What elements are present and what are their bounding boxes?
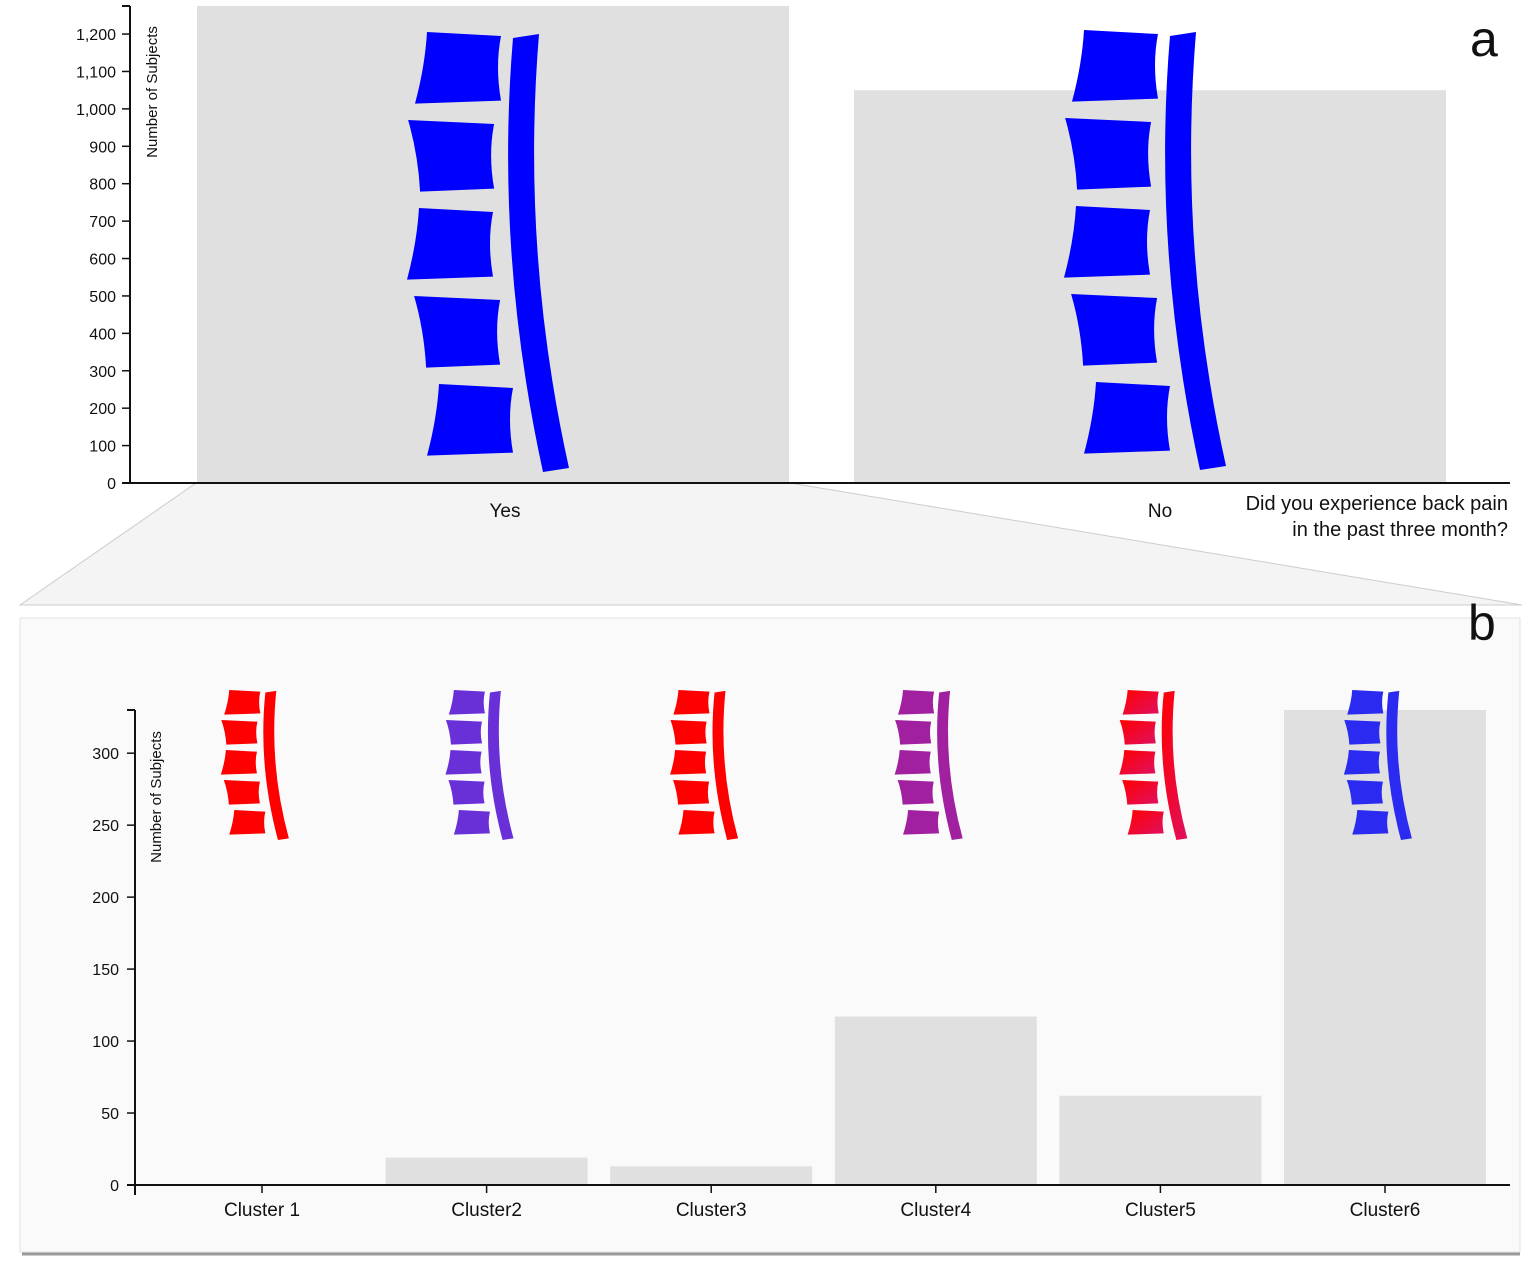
spine-cluster-6-vertebra: [1352, 810, 1389, 835]
spine-no-vertebra: [1084, 382, 1170, 454]
y-tick-label: 700: [89, 214, 116, 231]
spine-cluster-3-spinal-rod: [712, 690, 739, 840]
y-tick-label: 800: [89, 177, 116, 194]
spine-no-vertebra: [1065, 118, 1152, 190]
bar-cluster-2[interactable]: [385, 1157, 588, 1185]
spine-cluster-3: [670, 690, 739, 840]
spine-cluster-6-vertebra: [1344, 720, 1381, 745]
y-tick-label: 400: [89, 326, 116, 343]
y-tick-label: 200: [89, 401, 116, 418]
y-tick-label: 900: [89, 139, 116, 156]
spine-cluster-4-vertebra: [897, 780, 934, 805]
spine-cluster-5-spinal-rod: [1161, 690, 1188, 840]
spine-cluster-4-vertebra: [903, 810, 940, 835]
spine-yes-vertebra: [415, 32, 501, 104]
y-tick-label: 250: [92, 818, 119, 835]
spine-cluster-2-vertebra: [445, 750, 482, 775]
spine-cluster-1-vertebra: [221, 720, 258, 745]
panel-label-a: a: [1470, 11, 1498, 67]
x-axis-title-line-1: Did you experience back pain: [1246, 493, 1508, 515]
spine-cluster-1: [220, 690, 289, 840]
bar-cluster-6[interactable]: [1284, 710, 1486, 1185]
x-tick-label: Yes: [490, 501, 521, 522]
spine-yes-spinal-rod: [508, 34, 569, 472]
y-tick-label: 0: [110, 1178, 119, 1195]
x-tick-label: No: [1148, 501, 1172, 522]
x-tick-label: Cluster 1: [224, 1200, 300, 1221]
spine-cluster-5-vertebra: [1122, 690, 1159, 715]
spine-cluster-2-vertebra: [448, 780, 485, 805]
spine-no-spinal-rod: [1165, 32, 1226, 470]
spine-cluster-1-vertebra: [223, 780, 260, 805]
x-tick-label: Cluster5: [1125, 1200, 1196, 1221]
spine-cluster-1-spinal-rod: [263, 690, 289, 840]
spine-cluster-5-vertebra: [1122, 780, 1159, 805]
x-tick-label: Cluster4: [900, 1200, 971, 1221]
spine-no-vertebra: [1071, 294, 1158, 366]
spine-cluster-4-spinal-rod: [937, 690, 963, 840]
spine-yes-vertebra: [414, 296, 501, 368]
spine-yes-vertebra: [408, 120, 495, 192]
chart-b: Cluster 1 Cluster2 Cluster3 Cluster4 Cluster…: [92, 690, 1510, 1221]
y-tick-label: 100: [92, 1034, 119, 1051]
y-tick-label: 300: [92, 746, 119, 763]
y-tick-label: 1,000: [76, 102, 116, 119]
spine-no-vertebra: [1064, 206, 1150, 278]
spine-cluster-4-vertebra: [898, 690, 935, 715]
y-tick-label: 1,200: [76, 27, 116, 44]
y-tick-label: 200: [92, 890, 119, 907]
spine-cluster-4-vertebra: [895, 720, 932, 745]
spine-cluster-4: [894, 690, 963, 840]
spine-cluster-6-vertebra: [1343, 750, 1380, 775]
y-axis-title-b: Number of Subjects: [148, 731, 165, 863]
spine-cluster-5: [1119, 690, 1188, 840]
spine-cluster-3-vertebra: [670, 720, 707, 745]
chart-a: Yes No 0 100 200 300 400 500 600 700 800 900 1,000 1,…: [76, 5, 1510, 522]
spine-cluster-4-vertebra: [894, 750, 931, 775]
x-tick-label: Cluster2: [451, 1200, 522, 1221]
y-tick-label: 50: [101, 1106, 119, 1123]
x-tick-label: Cluster6: [1350, 1200, 1421, 1221]
spine-cluster-3-vertebra: [670, 750, 707, 775]
x-tick-label: Cluster3: [676, 1200, 747, 1221]
spine-cluster-6-vertebra: [1347, 690, 1384, 715]
spine-yes: [407, 32, 569, 472]
spine-cluster-2-vertebra: [453, 810, 490, 835]
spine-cluster-1-vertebra: [224, 690, 261, 715]
y-axis-title-a: Number of Subjects: [144, 26, 161, 158]
x-axis-title-line-2: in the past three month?: [1292, 519, 1508, 541]
spine-cluster-2-spinal-rod: [487, 690, 514, 840]
spine-yes-vertebra: [427, 384, 513, 456]
spine-no: [1064, 30, 1226, 470]
bar-cluster-3[interactable]: [610, 1166, 813, 1185]
y-tick-label: 1,100: [76, 64, 116, 81]
spine-no-vertebra: [1072, 30, 1158, 102]
spine-cluster-6-vertebra: [1346, 780, 1383, 805]
spine-cluster-2-vertebra: [448, 690, 485, 715]
bar-cluster-5[interactable]: [1059, 1095, 1262, 1185]
spine-yes-vertebra: [407, 208, 493, 280]
spine-cluster-1-vertebra: [229, 810, 266, 835]
y-tick-label: 500: [89, 289, 116, 306]
y-tick-label: 0: [107, 476, 116, 493]
y-tick-label: 300: [89, 364, 116, 381]
y-tick-label: 150: [92, 962, 119, 979]
spine-cluster-5-vertebra: [1119, 720, 1156, 745]
spine-cluster-1-vertebra: [220, 750, 257, 775]
spine-cluster-6: [1343, 690, 1412, 840]
spine-cluster-6-spinal-rod: [1386, 690, 1412, 840]
spine-cluster-3-vertebra: [673, 780, 710, 805]
y-tick-label: 600: [89, 252, 116, 269]
spine-cluster-3-vertebra: [678, 810, 715, 835]
bar-cluster-4[interactable]: [834, 1016, 1037, 1185]
spine-cluster-5-vertebra: [1127, 810, 1164, 835]
spine-cluster-3-vertebra: [673, 690, 710, 715]
spine-cluster-5-vertebra: [1119, 750, 1156, 775]
y-tick-label: 100: [89, 439, 116, 456]
spine-cluster-2: [445, 690, 514, 840]
spine-cluster-2-vertebra: [445, 720, 483, 745]
panel-label-b: b: [1468, 595, 1496, 651]
